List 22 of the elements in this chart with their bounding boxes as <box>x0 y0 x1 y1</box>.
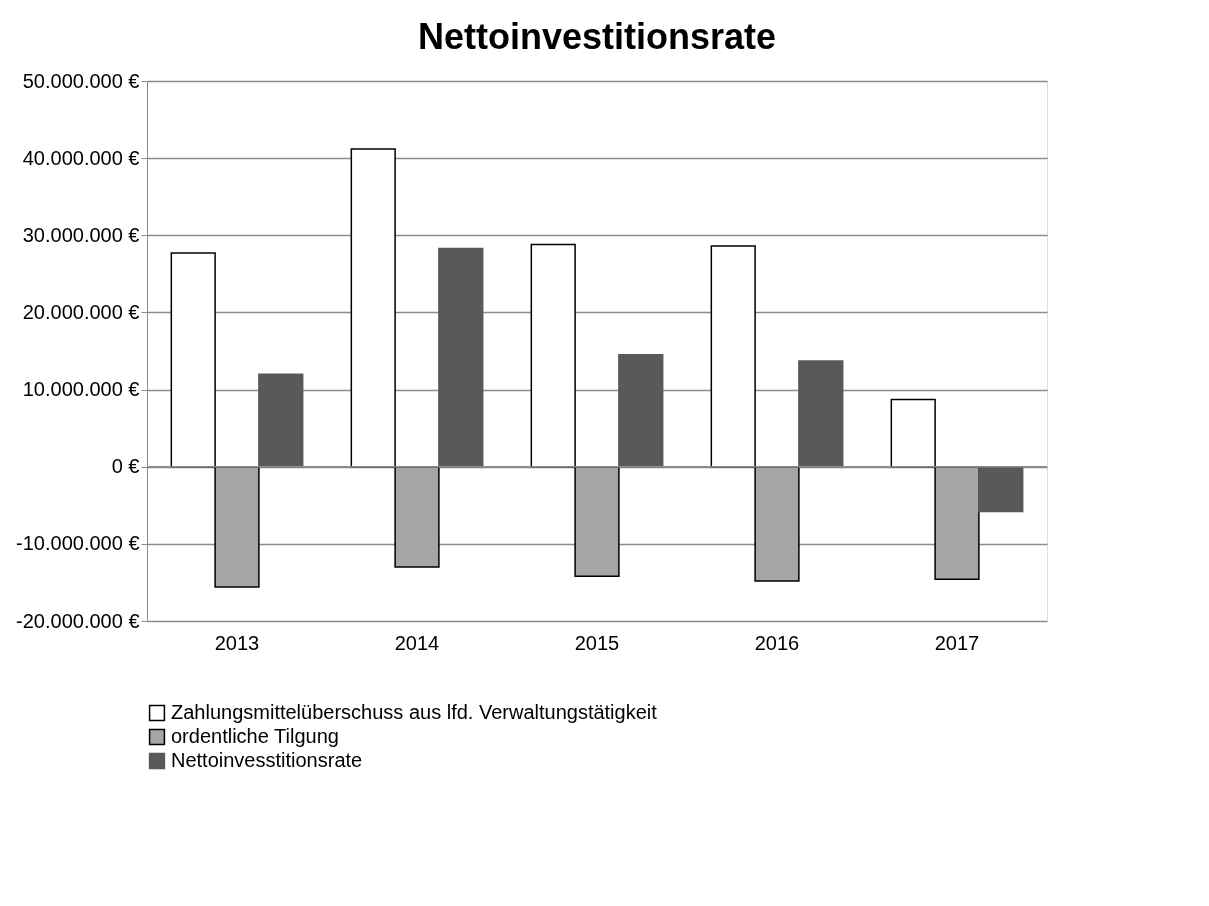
bar <box>438 247 484 468</box>
bar <box>978 465 1024 513</box>
y-tick-label: 50.000.000 € <box>22 69 140 92</box>
y-tick-label: 40.000.000 € <box>22 146 140 169</box>
y-tick-label: 30.000.000 € <box>22 223 140 246</box>
chart-title: Nettoinvestitionsrate <box>417 16 777 57</box>
x-tick-label: 2017 <box>934 631 980 654</box>
legend-label: Zahlungsmittelüberschuss aus lfd. Verwaltungstätigkeit <box>171 701 658 723</box>
y-tick-label: -20.000.000 € <box>16 609 140 632</box>
bar <box>798 360 844 468</box>
x-tick-label: 2013 <box>214 631 260 654</box>
x-tick-label: 2016 <box>754 631 800 654</box>
x-tick-label: 2014 <box>394 631 440 654</box>
legend-label: ordentliche Tilgung <box>171 725 339 747</box>
bar <box>618 354 664 468</box>
legend-label: Nettoinvesstitionsrate <box>171 749 363 771</box>
x-tick-label: 2015 <box>574 631 620 654</box>
y-tick-label: -10.000.000 € <box>16 532 140 555</box>
y-tick-label: 20.000.000 € <box>22 300 140 323</box>
y-tick-label: 10.000.000 € <box>22 378 140 401</box>
y-tick-label: 0 € <box>111 455 140 478</box>
bar <box>258 373 304 468</box>
